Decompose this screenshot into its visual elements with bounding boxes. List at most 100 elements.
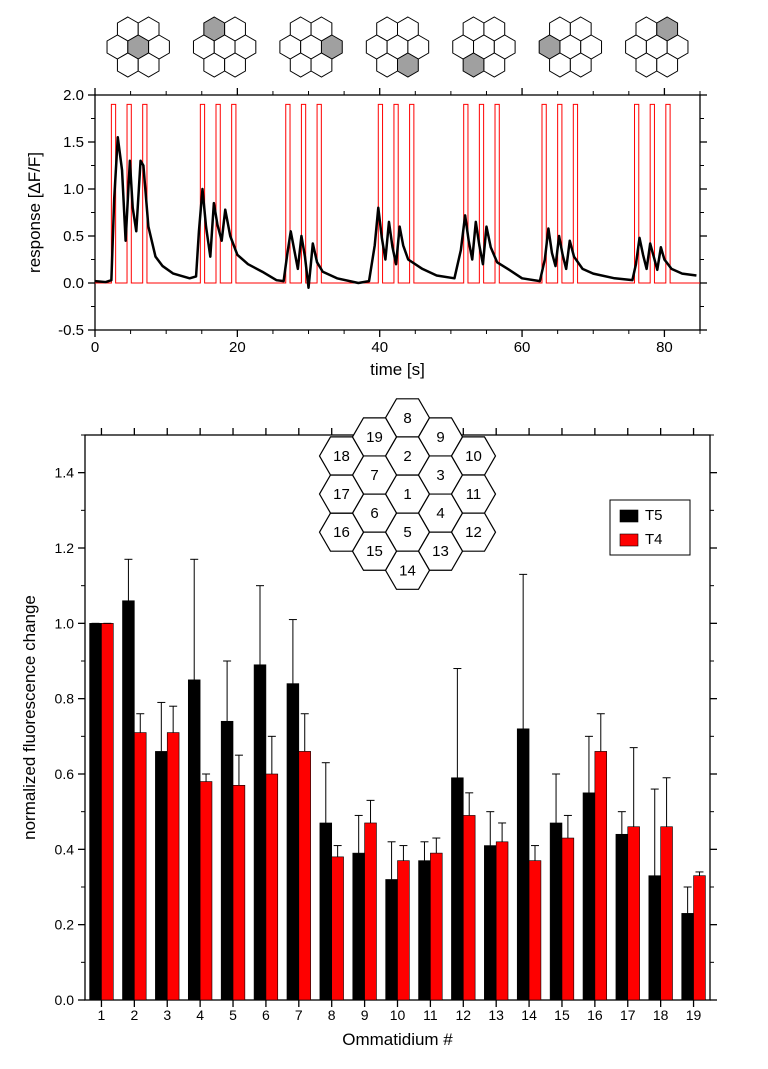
- hexmap-label: 19: [366, 429, 383, 446]
- xtick-label: 12: [456, 1007, 472, 1023]
- xtick-label: 13: [488, 1007, 504, 1023]
- hexmap-label: 7: [370, 467, 378, 484]
- legend-swatch: [620, 510, 638, 522]
- bar-t4: [200, 782, 212, 1000]
- hexmap-label: 13: [432, 543, 449, 560]
- hexmap-label: 16: [333, 524, 350, 541]
- bar-t4: [299, 751, 311, 1000]
- xtick-label: 3: [163, 1007, 171, 1023]
- xtick-label: 17: [620, 1007, 636, 1023]
- bar-t4: [233, 785, 245, 1000]
- bar-t4: [365, 823, 377, 1000]
- legend-swatch: [620, 534, 638, 546]
- bar-t5: [155, 751, 167, 1000]
- bar-t4: [430, 853, 442, 1000]
- bar-t4: [101, 623, 113, 1000]
- bar-t5: [353, 853, 365, 1000]
- bar-t5: [484, 846, 496, 1000]
- hexmap-label: 8: [403, 410, 411, 427]
- bar-t5: [682, 913, 694, 1000]
- hexmap-label: 17: [333, 486, 350, 503]
- ytick-label: 0.8: [55, 691, 75, 707]
- ytick-label: 1.0: [55, 615, 75, 631]
- xtick-label: 14: [521, 1007, 537, 1023]
- hexmap-label: 10: [465, 448, 482, 465]
- xtick-label: 11: [423, 1007, 438, 1023]
- bar-t4: [167, 733, 179, 1000]
- bar-t5: [90, 623, 102, 1000]
- bar-t4: [529, 861, 541, 1000]
- bar-t4: [463, 815, 475, 1000]
- xtick-label: 5: [229, 1007, 237, 1023]
- ytick-label: 1.0: [63, 181, 84, 198]
- hexmap-label: 2: [403, 448, 411, 465]
- hexmap-label: 4: [436, 505, 444, 522]
- bar-t5: [517, 729, 529, 1000]
- bar-t4: [562, 838, 574, 1000]
- hexmap-label: 15: [366, 543, 383, 560]
- xtick-label: 2: [130, 1007, 138, 1023]
- bar-t5: [188, 680, 200, 1000]
- hexmap-label: 3: [436, 467, 444, 484]
- bar-t4: [266, 774, 278, 1000]
- xtick-label: 1: [98, 1007, 106, 1023]
- ytick-label: 0.5: [63, 228, 84, 245]
- bar-t5: [221, 721, 233, 1000]
- bar-t5: [616, 834, 628, 1000]
- xtick-label: 15: [554, 1007, 570, 1023]
- ytick-label: 1.2: [55, 540, 75, 556]
- bar-t4: [694, 876, 706, 1000]
- ytick-label: -0.5: [58, 322, 84, 339]
- bar-t5: [583, 793, 595, 1000]
- hexmap-label: 5: [403, 524, 411, 541]
- xtick-label: 80: [656, 339, 673, 356]
- legend-label: T4: [645, 531, 663, 548]
- bar-t5: [649, 876, 661, 1000]
- bar-t5: [386, 879, 398, 1000]
- bar-t5: [254, 665, 266, 1000]
- bar-t5: [451, 778, 463, 1000]
- bar-t4: [398, 861, 410, 1000]
- ytick-label: 0.4: [55, 841, 75, 857]
- bar-t4: [628, 827, 640, 1000]
- xtick-label: 6: [262, 1007, 270, 1023]
- bar-t4: [134, 733, 146, 1000]
- ytick-label: 1.5: [63, 134, 84, 151]
- xtick-label: 19: [686, 1007, 702, 1023]
- response-trace: [95, 137, 696, 287]
- bar-t4: [595, 751, 607, 1000]
- bar-t5: [123, 601, 135, 1000]
- xtick-label: 10: [390, 1007, 406, 1023]
- bar-t5: [419, 861, 431, 1000]
- bar-t5: [320, 823, 332, 1000]
- bar-t5: [550, 823, 562, 1000]
- xtick-label: 18: [653, 1007, 669, 1023]
- hexmap-label: 14: [399, 562, 416, 579]
- top-xlabel: time [s]: [370, 360, 425, 379]
- hexmap-label: 9: [436, 429, 444, 446]
- hexmap-label: 6: [370, 505, 378, 522]
- xtick-label: 9: [361, 1007, 369, 1023]
- bar-t4: [496, 842, 508, 1000]
- xtick-label: 20: [229, 339, 246, 356]
- hexmap-label: 12: [465, 524, 482, 541]
- bottom-ylabel: normalized fluorescence change: [20, 595, 39, 840]
- xtick-label: 60: [514, 339, 531, 356]
- ytick-label: 0.0: [55, 992, 75, 1008]
- ytick-label: 0.6: [55, 766, 75, 782]
- xtick-label: 16: [587, 1007, 603, 1023]
- bar-t4: [661, 827, 673, 1000]
- xtick-label: 40: [371, 339, 388, 356]
- hexmap-label: 1: [403, 486, 411, 503]
- ytick-label: 0.0: [63, 275, 84, 292]
- xtick-label: 4: [196, 1007, 204, 1023]
- ytick-label: 1.4: [55, 465, 75, 481]
- bar-t5: [287, 684, 299, 1000]
- top-ylabel: response [ΔF/F]: [25, 152, 44, 273]
- ytick-label: 2.0: [63, 87, 84, 104]
- bottom-xlabel: Ommatidium #: [342, 1030, 453, 1049]
- hexmap-label: 11: [466, 486, 482, 503]
- legend-label: T5: [645, 507, 663, 524]
- xtick-label: 8: [328, 1007, 336, 1023]
- bar-t4: [332, 857, 344, 1000]
